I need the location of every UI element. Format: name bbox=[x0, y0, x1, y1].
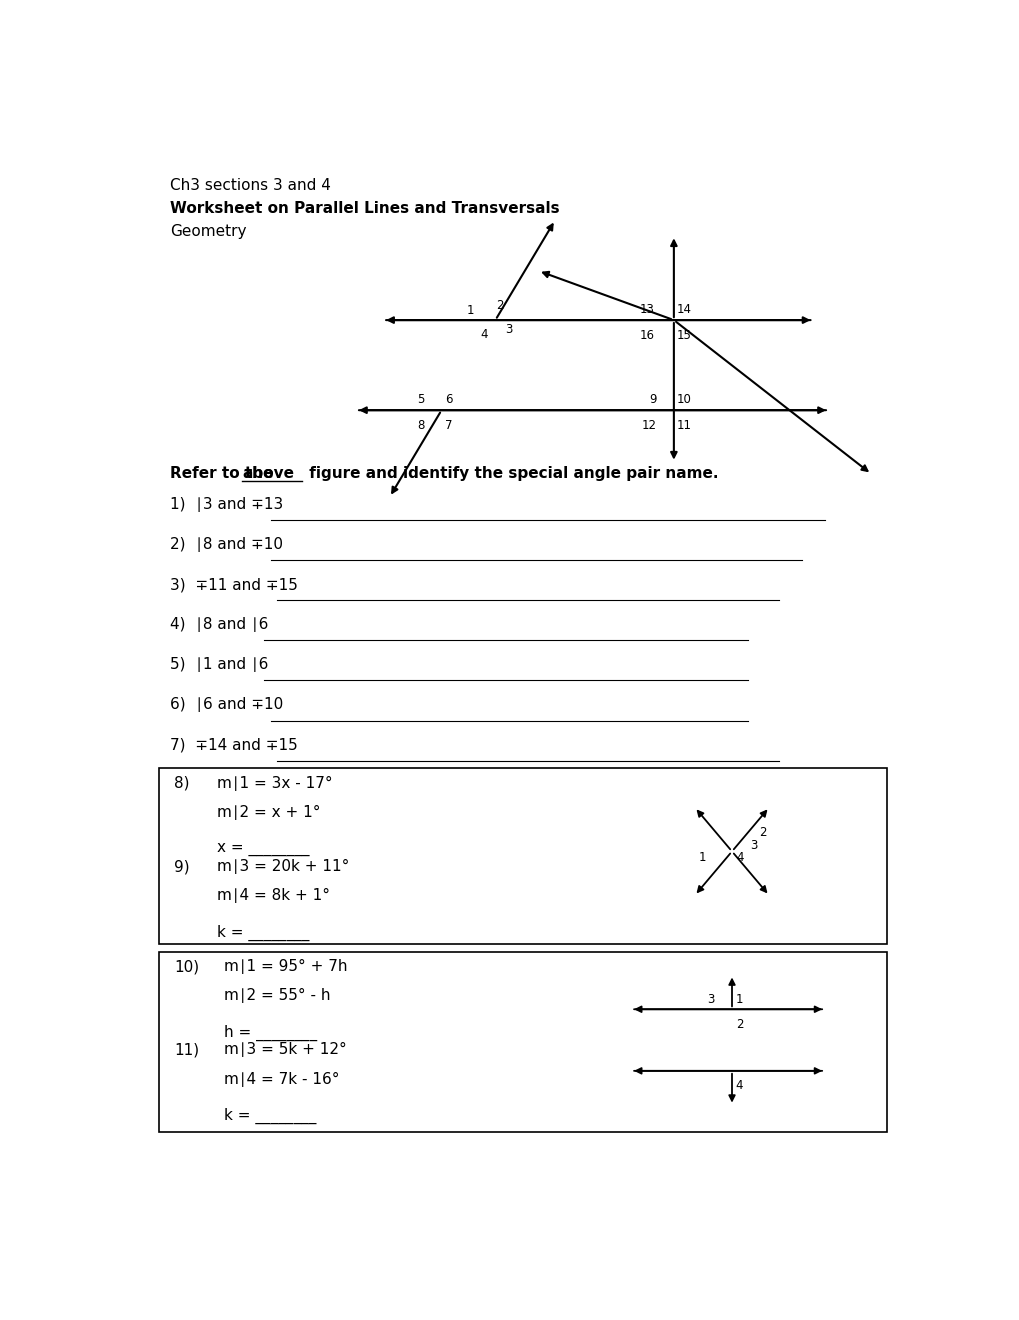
Text: 4)  ∣8 and ∣6: 4) ∣8 and ∣6 bbox=[170, 618, 268, 632]
Text: 6)  ∣6 and ∓10: 6) ∣6 and ∓10 bbox=[170, 697, 283, 713]
Text: 2)  ∣8 and ∓10: 2) ∣8 and ∓10 bbox=[170, 537, 283, 552]
Text: 3)  ∓11 and ∓15: 3) ∓11 and ∓15 bbox=[170, 577, 298, 593]
Text: 10: 10 bbox=[677, 393, 691, 407]
Text: 5)  ∣1 and ∣6: 5) ∣1 and ∣6 bbox=[170, 657, 268, 672]
Text: m∣2 = 55° - h: m∣2 = 55° - h bbox=[224, 989, 330, 1003]
Text: 2: 2 bbox=[758, 825, 766, 838]
Text: 11: 11 bbox=[677, 420, 691, 433]
Bar bbox=[158, 952, 887, 1133]
Text: above: above bbox=[242, 466, 293, 482]
Text: 8: 8 bbox=[417, 420, 424, 433]
Text: m∣2 = x + 1°: m∣2 = x + 1° bbox=[216, 805, 320, 820]
Text: 1: 1 bbox=[735, 993, 743, 1006]
Text: 7)  ∓14 and ∓15: 7) ∓14 and ∓15 bbox=[170, 738, 298, 752]
Text: Ch3 sections 3 and 4: Ch3 sections 3 and 4 bbox=[170, 178, 331, 193]
Text: m∣1 = 3x - 17°: m∣1 = 3x - 17° bbox=[216, 776, 332, 791]
Text: m∣3 = 5k + 12°: m∣3 = 5k + 12° bbox=[224, 1043, 346, 1057]
Text: m∣1 = 95° + 7h: m∣1 = 95° + 7h bbox=[224, 960, 347, 974]
Text: 1: 1 bbox=[466, 304, 473, 317]
Text: 9): 9) bbox=[174, 859, 190, 874]
Text: m∣4 = 7k - 16°: m∣4 = 7k - 16° bbox=[224, 1072, 339, 1086]
Text: 1)  ∣3 and ∓13: 1) ∣3 and ∓13 bbox=[170, 498, 283, 512]
Text: h = ________: h = ________ bbox=[224, 1024, 317, 1041]
Text: 14: 14 bbox=[677, 304, 691, 317]
Text: 5: 5 bbox=[417, 393, 424, 407]
Text: 8): 8) bbox=[174, 776, 190, 791]
Bar bbox=[158, 768, 887, 944]
Text: 13: 13 bbox=[639, 304, 654, 317]
Text: 3: 3 bbox=[504, 323, 512, 337]
Text: 15: 15 bbox=[677, 330, 691, 342]
Text: 3: 3 bbox=[707, 993, 714, 1006]
Text: m∣4 = 8k + 1°: m∣4 = 8k + 1° bbox=[216, 888, 329, 903]
Text: 2: 2 bbox=[735, 1019, 743, 1031]
Text: 4: 4 bbox=[736, 851, 743, 865]
Text: 4: 4 bbox=[735, 1078, 743, 1092]
Text: 7: 7 bbox=[444, 420, 451, 433]
Text: 4: 4 bbox=[480, 327, 487, 341]
Text: m∣3 = 20k + 11°: m∣3 = 20k + 11° bbox=[216, 859, 348, 874]
Text: 9: 9 bbox=[649, 393, 656, 407]
Text: 12: 12 bbox=[641, 420, 656, 433]
Text: k = ________: k = ________ bbox=[224, 1107, 317, 1125]
Text: figure and identify the special angle pair name.: figure and identify the special angle pa… bbox=[304, 466, 718, 482]
Text: 11): 11) bbox=[174, 1043, 199, 1057]
Text: 2: 2 bbox=[495, 300, 503, 313]
Text: 10): 10) bbox=[174, 960, 199, 974]
Text: 3: 3 bbox=[749, 838, 757, 851]
Text: Refer to the: Refer to the bbox=[170, 466, 278, 482]
Text: x = ________: x = ________ bbox=[216, 841, 309, 857]
Text: k = ________: k = ________ bbox=[216, 924, 309, 941]
Text: 16: 16 bbox=[639, 330, 654, 342]
Text: Geometry: Geometry bbox=[170, 224, 247, 239]
Text: 1: 1 bbox=[698, 851, 705, 865]
Text: 6: 6 bbox=[444, 393, 451, 407]
Text: Worksheet on Parallel Lines and Transversals: Worksheet on Parallel Lines and Transver… bbox=[170, 201, 559, 215]
